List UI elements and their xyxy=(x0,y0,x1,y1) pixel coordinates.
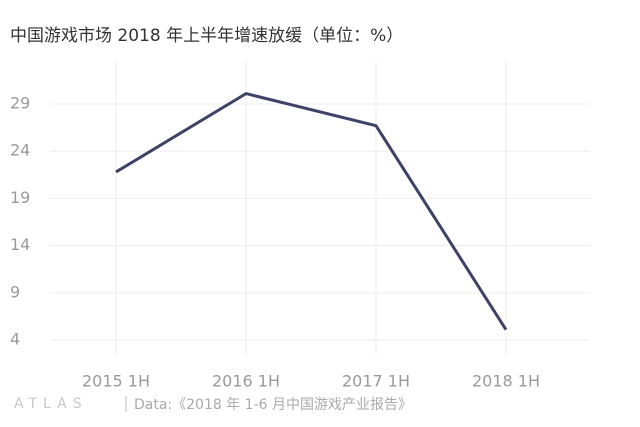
source: Data:《2018 年 1-6 月中国游戏产业报告》 xyxy=(134,397,412,413)
y-tick-label: 24 xyxy=(10,141,30,160)
line xyxy=(115,92,508,331)
chart-title: 中国游戏市场 2018 年上半年增速放缓（单位：%） xyxy=(10,26,403,46)
x-tick-label: 2017 1H xyxy=(342,372,410,391)
y-tick-label: 14 xyxy=(10,235,30,254)
x-tick-label: 2015 1H xyxy=(82,372,150,391)
x-tick-label: 2018 1H xyxy=(472,372,540,391)
logo: ATLAS xyxy=(14,396,88,412)
y-tick-label: 9 xyxy=(10,282,20,301)
y-tick-label: 19 xyxy=(10,188,30,207)
y-tick-label: 4 xyxy=(10,330,20,349)
x-tick-label: 2016 1H xyxy=(212,372,280,391)
y-tick-label: 29 xyxy=(10,93,30,112)
